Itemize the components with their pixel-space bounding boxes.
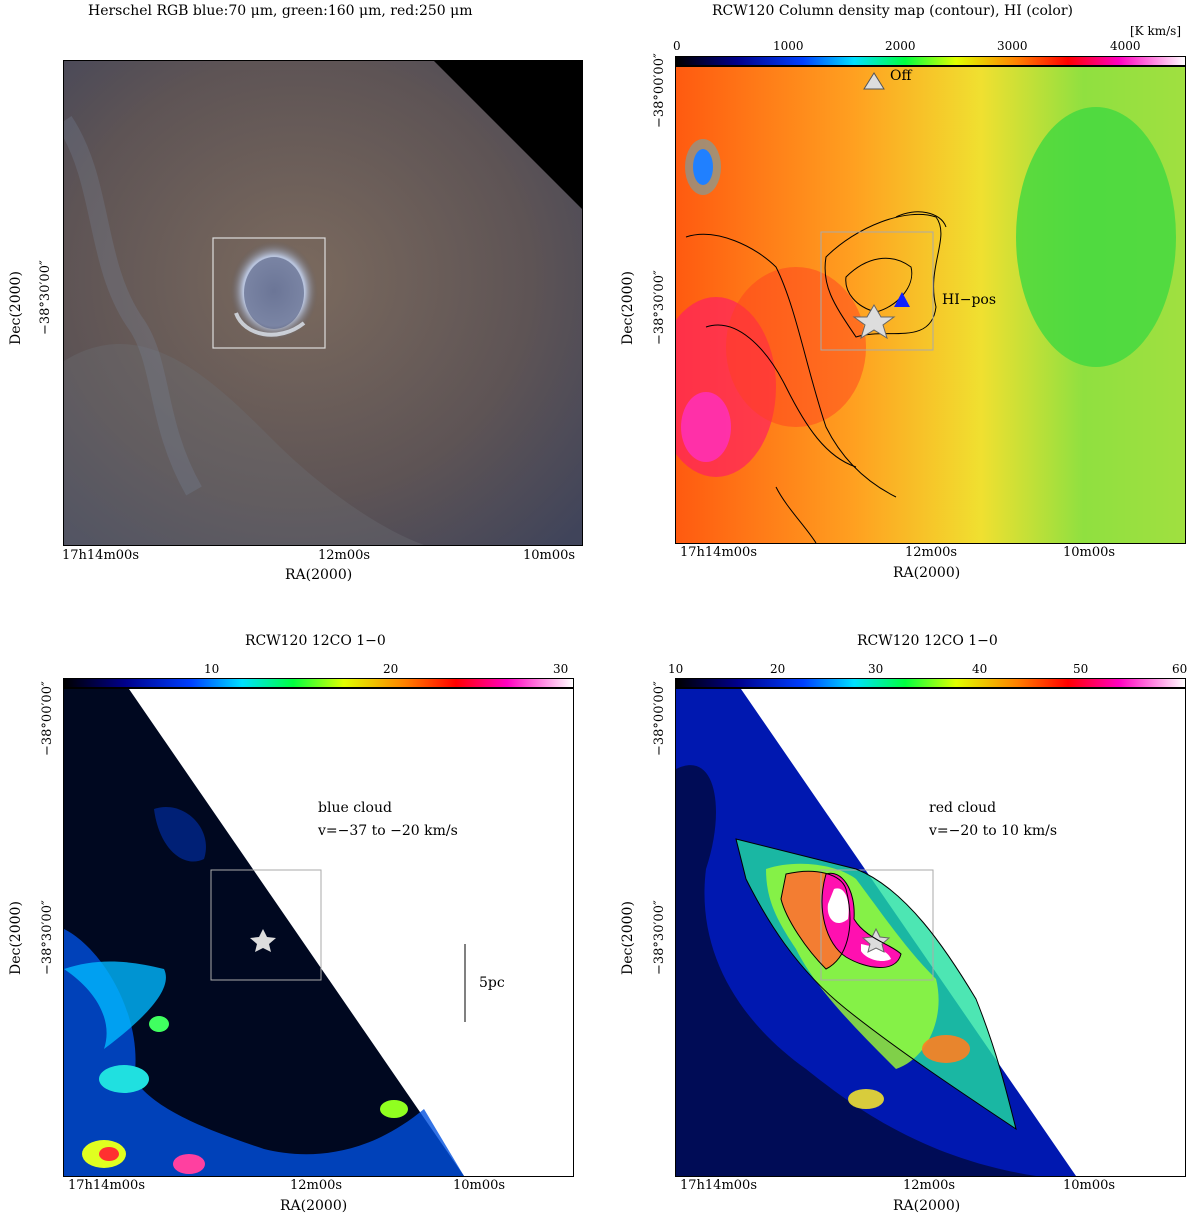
herschel-rgb-image bbox=[64, 61, 582, 545]
star-icon bbox=[250, 929, 276, 952]
zoom-box bbox=[210, 869, 322, 981]
panel-title: RCW120 Column density map (contour), HI … bbox=[712, 3, 1073, 19]
x-tick-3: 10m00s bbox=[1063, 545, 1116, 560]
y-tick-1: −38°00′00″ bbox=[652, 681, 667, 756]
x-axis-label: RA(2000) bbox=[893, 565, 961, 581]
y-tick-2: −38°30′00″ bbox=[40, 900, 55, 975]
star-icon bbox=[852, 304, 896, 340]
x-axis-label: RA(2000) bbox=[280, 1198, 348, 1214]
cbar-tick-30: 30 bbox=[553, 662, 569, 676]
cbar-tick-4000: 4000 bbox=[1110, 39, 1141, 53]
cbar-tick-40: 40 bbox=[972, 662, 988, 676]
panel-title: RCW120 12CO 1−0 bbox=[857, 633, 998, 649]
cbar-tick-50: 50 bbox=[1073, 662, 1089, 676]
y-tick-1: −38°30′00″ bbox=[38, 260, 53, 335]
zoom-box bbox=[212, 237, 326, 349]
no-data-corner bbox=[434, 61, 582, 209]
cbar-tick-60: 60 bbox=[1172, 662, 1188, 676]
annotation-velocity: v=−37 to −20 km/s bbox=[318, 823, 458, 839]
co-red-map bbox=[676, 689, 1185, 1176]
x-tick-1: 17h14m00s bbox=[680, 1178, 757, 1193]
hi-map bbox=[675, 66, 1186, 544]
cbar-tick-0: 0 bbox=[673, 39, 681, 53]
panel-title: Herschel RGB blue:70 μm, green:160 μm, r… bbox=[88, 3, 473, 19]
cbar-tick-30: 30 bbox=[868, 662, 884, 676]
y-axis-label: Dec(2000) bbox=[8, 901, 24, 975]
scale-label: 5pc bbox=[479, 975, 505, 991]
off-triangle-icon bbox=[863, 72, 885, 90]
x-tick-1: 17h14m00s bbox=[68, 1178, 145, 1193]
cbar-tick-20: 20 bbox=[383, 662, 399, 676]
x-tick-2: 12m00s bbox=[318, 548, 371, 563]
y-tick-1: −38°00′00″ bbox=[40, 681, 55, 756]
co-contours bbox=[735, 838, 1017, 1131]
hi-pos-label: HI−pos bbox=[942, 292, 997, 308]
x-axis-label: RA(2000) bbox=[893, 1198, 961, 1214]
cbar-tick-3000: 3000 bbox=[997, 39, 1028, 53]
colorbar bbox=[675, 56, 1186, 66]
y-tick-2: −38°30′00″ bbox=[652, 900, 667, 975]
x-tick-3: 10m00s bbox=[453, 1178, 506, 1193]
y-axis-label: Dec(2000) bbox=[8, 271, 24, 345]
zoom-box bbox=[820, 869, 934, 981]
cbar-tick-1000: 1000 bbox=[773, 39, 804, 53]
colorbar bbox=[63, 678, 574, 688]
annotation-velocity: v=−20 to 10 km/s bbox=[929, 823, 1058, 839]
x-tick-2: 12m00s bbox=[903, 1178, 956, 1193]
x-tick-2: 12m00s bbox=[290, 1178, 343, 1193]
x-tick-1: 17h14m00s bbox=[680, 545, 757, 560]
y-tick-1: −38°00′00″ bbox=[652, 53, 667, 128]
x-tick-3: 10m00s bbox=[523, 548, 576, 563]
y-axis-label: Dec(2000) bbox=[620, 271, 636, 345]
off-label: Off bbox=[890, 68, 912, 84]
colorbar bbox=[675, 678, 1186, 688]
hi-pos-triangle-icon bbox=[894, 292, 910, 307]
column-density-contours bbox=[685, 211, 947, 543]
co-blue-map bbox=[64, 689, 573, 1176]
hi-color-map bbox=[676, 67, 1185, 543]
x-tick-1: 17h14m00s bbox=[62, 548, 139, 563]
blue-cloud-map bbox=[63, 688, 574, 1177]
red-cloud-map bbox=[675, 688, 1186, 1177]
cbar-tick-20: 20 bbox=[770, 662, 786, 676]
x-axis-label: RA(2000) bbox=[285, 567, 353, 583]
annotation-cloud: blue cloud bbox=[318, 800, 392, 816]
y-axis-label: Dec(2000) bbox=[620, 901, 636, 975]
cbar-tick-10: 10 bbox=[668, 662, 684, 676]
annotation-cloud: red cloud bbox=[929, 800, 997, 816]
cbar-tick-2000: 2000 bbox=[885, 39, 916, 53]
x-tick-2: 12m00s bbox=[905, 545, 958, 560]
herschel-image bbox=[63, 60, 583, 546]
cbar-tick-10: 10 bbox=[204, 662, 220, 676]
panel-title: RCW120 12CO 1−0 bbox=[245, 633, 386, 649]
x-tick-3: 10m00s bbox=[1063, 1178, 1116, 1193]
star-icon bbox=[861, 927, 891, 953]
y-tick-2: −38°30′00″ bbox=[652, 270, 667, 345]
colorbar-unit: [K km/s] bbox=[1130, 24, 1181, 38]
zoom-box bbox=[820, 231, 934, 351]
